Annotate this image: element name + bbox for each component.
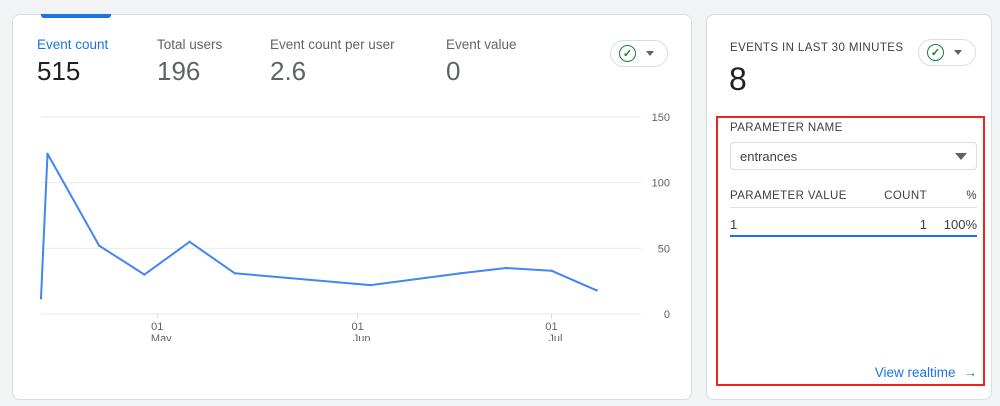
metric-label: Total users	[157, 37, 223, 52]
data-point	[143, 273, 146, 276]
data-point	[97, 244, 101, 247]
y-tick-label: 150	[652, 112, 670, 124]
compare-dropdown[interactable]: ✓	[918, 39, 976, 66]
active-tab-indicator	[41, 14, 111, 18]
data-point	[595, 289, 598, 292]
caret-down-icon	[646, 51, 654, 56]
metric-label: Event value	[446, 37, 517, 52]
data-point	[39, 297, 43, 300]
y-tick-label: 50	[658, 243, 670, 255]
x-tick-day: 01	[545, 321, 557, 333]
data-point	[46, 152, 49, 155]
metric-value: 196	[157, 56, 201, 86]
metric-label: Event count per user	[270, 37, 395, 52]
header-count: COUNT	[884, 190, 927, 202]
check-circle-icon: ✓	[927, 44, 944, 61]
cell-value: 1	[730, 217, 738, 232]
y-tick-label: 100	[652, 178, 670, 190]
series-line	[40, 152, 598, 299]
x-tick-month: Jul	[548, 333, 562, 341]
cell-count: 1	[919, 217, 927, 232]
event-metrics-card: Event count 515 Total users 196 Event co…	[12, 14, 692, 400]
parameter-name-label: PARAMETER NAME	[730, 122, 843, 134]
data-point	[369, 283, 372, 287]
caret-down-icon	[954, 50, 962, 55]
metric-event-value[interactable]: Event value 0	[446, 37, 517, 87]
data-point	[233, 272, 237, 275]
x-tick-day: 01	[151, 321, 163, 333]
cell-percent: 100%	[943, 217, 977, 232]
data-point	[550, 269, 553, 272]
highlight-box: PARAMETER NAME entrances PARAMETER VALUE…	[716, 116, 985, 386]
arrow-right-icon: →	[963, 365, 978, 380]
view-realtime-link[interactable]: View realtime →	[875, 365, 977, 380]
dropdown-arrow-icon	[955, 152, 967, 160]
metric-value: 0	[446, 56, 461, 86]
data-point	[505, 266, 508, 270]
metric-value: 2.6	[270, 56, 307, 86]
metric-event-count[interactable]: Event count 515	[37, 37, 108, 87]
header-percent: %	[966, 190, 977, 202]
x-tick-day: 01	[351, 321, 363, 333]
table-header: PARAMETER VALUE COUNT %	[730, 190, 977, 208]
metric-value: 515	[37, 56, 81, 86]
metric-event-count-per-user[interactable]: Event count per user 2.6	[270, 37, 395, 87]
realtime-card: EVENTS IN LAST 30 MINUTES 8 ✓ PARAMETER …	[706, 14, 992, 400]
data-point	[188, 240, 191, 243]
compare-dropdown[interactable]: ✓	[610, 40, 668, 67]
metric-label: Event count	[37, 37, 109, 52]
x-tick-month: May	[151, 333, 172, 341]
realtime-value: 8	[729, 61, 747, 97]
selected-parameter: entrances	[740, 148, 798, 164]
data-point	[459, 272, 463, 275]
parameter-name-select[interactable]: entrances	[730, 142, 977, 170]
x-tick-month: Jun	[353, 333, 371, 341]
metric-total-users[interactable]: Total users 196	[157, 37, 222, 87]
y-tick-label: 0	[664, 309, 670, 321]
view-realtime-label: View realtime	[874, 365, 956, 380]
realtime-title: EVENTS IN LAST 30 MINUTES	[730, 42, 904, 54]
table-row[interactable]: 1 1 100%	[730, 217, 977, 237]
check-circle-icon: ✓	[619, 45, 636, 62]
header-parameter-value: PARAMETER VALUE	[730, 190, 847, 202]
